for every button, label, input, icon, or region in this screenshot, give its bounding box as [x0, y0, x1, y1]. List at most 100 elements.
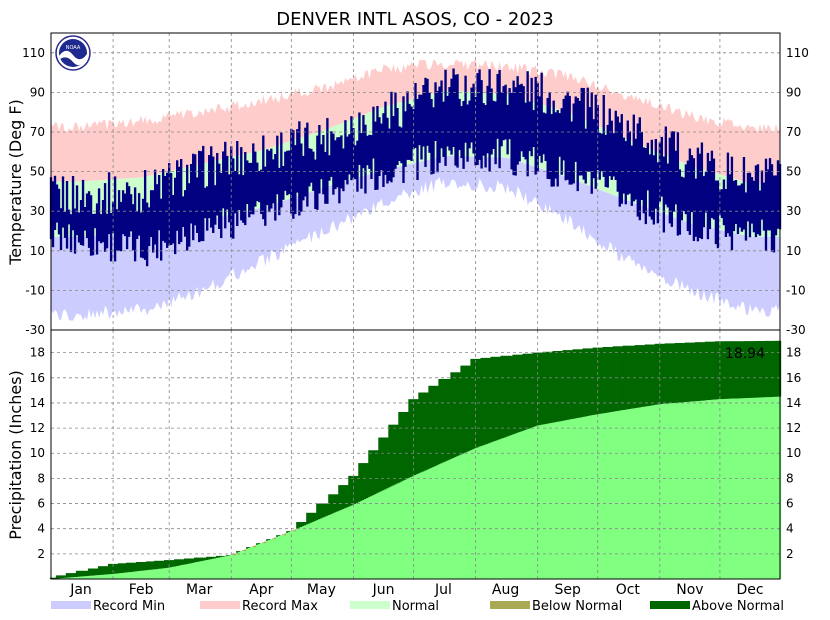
observed-temperature-bar: [494, 101, 497, 165]
precip-above-normal-bar: [480, 357, 483, 446]
observed-temperature-bar: [155, 184, 159, 259]
precip-normal-bar: [432, 467, 435, 579]
precip-normal-bar: [496, 440, 499, 579]
observed-temperature-bar: [630, 145, 633, 206]
observed-temperature-bar: [306, 122, 309, 207]
observed-temperature-bar: [246, 160, 249, 204]
precip-normal-bar: [702, 400, 706, 579]
observed-temperature-bar: [512, 80, 515, 176]
precip-above-normal-bar: [352, 475, 355, 505]
month-label: May: [307, 582, 336, 598]
observed-temperature-bar: [99, 214, 103, 244]
observed-temperature-bar: [738, 185, 742, 228]
observed-temperature-bar: [594, 94, 597, 189]
precip-above-normal-bar: [350, 475, 353, 506]
observed-temperature-bar: [770, 164, 774, 252]
observed-temperature-bar: [338, 137, 341, 204]
precip-normal-bar: [334, 512, 337, 579]
precip-normal-bar: [674, 402, 678, 579]
precip-above-normal-bar: [157, 560, 161, 569]
precip-above-normal-bar: [600, 347, 603, 414]
precip-above-normal-bar: [346, 485, 349, 508]
precip-normal-bar: [534, 426, 537, 579]
observed-temperature-bar: [274, 154, 277, 221]
precip-above-normal-bar: [602, 347, 605, 414]
precip-normal-bar: [748, 397, 752, 579]
month-label: Oct: [616, 582, 641, 598]
precip-normal-bar: [216, 557, 219, 579]
precip-above-normal-bar: [396, 424, 399, 484]
precip-above-normal-bar: [67, 573, 71, 578]
precip-above-normal-bar: [702, 342, 706, 401]
precip-above-normal-bar: [772, 340, 776, 397]
precip-normal-bar: [612, 411, 615, 579]
observed-temperature-bar: [169, 173, 173, 245]
precip-above-normal-bar: [578, 349, 581, 418]
precip-above-normal-bar: [440, 379, 443, 464]
observed-temperature-bar: [222, 151, 225, 209]
precip-above-normal-bar: [308, 512, 311, 524]
precip-normal-bar: [654, 404, 658, 579]
precip-normal-bar: [722, 399, 726, 579]
precip-above-normal-bar: [612, 346, 615, 412]
observed-temperature-bar: [404, 111, 407, 167]
month-label: Jan: [69, 582, 92, 598]
precip-normal-bar: [634, 408, 637, 579]
precip-normal-bar: [350, 505, 353, 579]
precip-above-normal-bar: [216, 555, 219, 558]
observed-temperature-bar: [728, 174, 732, 237]
observed-temperature-bar: [159, 198, 163, 261]
precip-above-normal-bar: [163, 560, 167, 569]
precip-normal-bar: [318, 519, 321, 579]
precip-normal-bar: [602, 413, 605, 579]
precip-normal-bar: [714, 399, 718, 579]
precip-above-normal-bar: [534, 352, 537, 427]
observed-temperature-bar: [754, 165, 758, 238]
precip-above-normal-bar: [574, 349, 577, 419]
precip-above-normal-bar: [109, 563, 113, 575]
precip-normal-bar: [570, 419, 573, 579]
precip-normal-bar: [402, 480, 405, 579]
observed-temperature-bar: [456, 74, 459, 168]
precip-normal-bar: [121, 572, 125, 579]
observed-temperature-bar: [95, 203, 99, 255]
precip-above-normal-bar: [418, 392, 421, 474]
precip-normal-bar: [450, 458, 453, 579]
precip-normal-bar: [248, 547, 251, 579]
precip-above-normal-bar: [450, 372, 453, 459]
observed-temperature-bar: [556, 110, 559, 187]
precip-normal-bar: [482, 445, 485, 579]
precip-normal-bar: [163, 568, 167, 579]
precip-normal-bar: [474, 448, 477, 579]
observed-temperature-bar: [610, 120, 613, 180]
precip-normal-bar: [554, 422, 557, 579]
precip-above-normal-bar: [412, 399, 415, 476]
observed-temperature-bar: [600, 133, 603, 172]
precip-normal-bar: [180, 565, 183, 579]
observed-temperature-bar: [514, 87, 517, 176]
precip-normal-bar: [71, 577, 75, 579]
precip-above-normal-bar: [768, 340, 772, 398]
precip-normal-bar: [89, 575, 93, 579]
precip-above-normal-bar: [614, 346, 617, 412]
observed-temperature-bar: [418, 94, 421, 146]
observed-temperature-bar: [426, 78, 429, 146]
precip-normal-bar: [298, 527, 301, 579]
precip-above-normal-bar: [103, 566, 107, 575]
precip-normal-bar: [119, 573, 123, 579]
legend-label: Below Normal: [532, 599, 622, 614]
precip-above-normal-bar: [562, 350, 565, 421]
observed-temperature-bar: [135, 211, 139, 239]
precip-normal-bar: [336, 511, 339, 579]
precip-above-normal-bar: [410, 399, 413, 477]
observed-temperature-bar: [722, 179, 726, 226]
precip-normal-bar: [428, 468, 431, 579]
precip-normal-bar: [192, 562, 195, 579]
precip-normal-bar: [410, 476, 413, 579]
precip-above-normal-bar: [690, 342, 694, 402]
observed-temperature-bar: [608, 108, 611, 177]
month-label: Dec: [736, 582, 763, 598]
precip-above-normal-bar: [61, 575, 65, 578]
precip-above-normal-bar: [488, 357, 491, 444]
precip-above-normal-bar: [648, 344, 651, 406]
